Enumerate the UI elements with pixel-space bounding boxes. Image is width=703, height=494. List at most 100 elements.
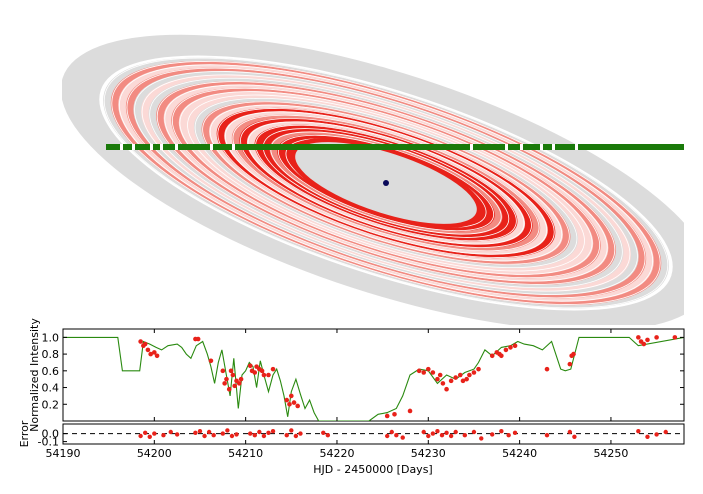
residual-point bbox=[147, 434, 152, 439]
y-tick-label: 1.0 bbox=[42, 331, 60, 344]
data-point bbox=[444, 386, 449, 392]
residual-point bbox=[400, 435, 405, 440]
track-gap bbox=[505, 144, 508, 150]
data-point bbox=[476, 366, 481, 372]
residual-point bbox=[202, 433, 207, 439]
data-point bbox=[145, 347, 151, 353]
track-gap bbox=[470, 144, 473, 150]
data-point bbox=[247, 363, 253, 369]
residual-point bbox=[636, 429, 641, 434]
residual-point bbox=[261, 433, 267, 439]
data-point bbox=[425, 366, 431, 372]
residual-point bbox=[544, 433, 550, 438]
data-point bbox=[437, 372, 443, 378]
x-axis-ticks: 54190 54200 54210 54220 54230 54240 54250 bbox=[46, 329, 628, 460]
ring-separator bbox=[179, 91, 593, 275]
data-point bbox=[544, 366, 550, 372]
data-point bbox=[236, 381, 242, 386]
data-point bbox=[289, 393, 294, 399]
ring-separator bbox=[194, 97, 578, 269]
ring-separator bbox=[232, 114, 540, 252]
data-points bbox=[138, 335, 678, 419]
y-tick-label: 0.2 bbox=[42, 398, 60, 411]
data-point bbox=[224, 376, 229, 382]
ring-separator bbox=[164, 84, 608, 282]
data-point bbox=[148, 351, 153, 357]
residual-point bbox=[325, 433, 331, 438]
data-point bbox=[672, 335, 678, 340]
residual-point bbox=[453, 429, 458, 435]
data-point bbox=[489, 353, 495, 359]
x-tick-label: 54200 bbox=[137, 447, 172, 460]
residual-point bbox=[490, 432, 495, 437]
x-tick-label: 54250 bbox=[593, 447, 628, 460]
ring-separator bbox=[126, 67, 646, 299]
data-point bbox=[392, 412, 397, 417]
data-point bbox=[287, 401, 292, 407]
track-gap bbox=[160, 144, 163, 150]
ring-separator bbox=[187, 94, 585, 272]
data-point bbox=[641, 341, 647, 347]
data-point bbox=[152, 350, 157, 355]
data-point bbox=[503, 347, 509, 353]
ring-separator bbox=[118, 64, 654, 302]
data-point bbox=[261, 372, 267, 378]
residual-point bbox=[142, 430, 148, 435]
data-point bbox=[460, 378, 466, 384]
data-point bbox=[407, 408, 413, 414]
data-point bbox=[464, 376, 469, 382]
data-point bbox=[416, 368, 422, 374]
data-point bbox=[138, 339, 143, 344]
residual-point bbox=[645, 434, 650, 439]
x-tick-label: 54190 bbox=[46, 447, 81, 460]
data-point bbox=[228, 368, 234, 374]
x-tick-label: 54210 bbox=[228, 447, 263, 460]
light-curve-y-ticks: 1.0 0.8 0.6 0.4 0.2 bbox=[42, 331, 684, 411]
ring-separator bbox=[171, 87, 601, 279]
track-gap bbox=[120, 144, 123, 150]
data-point bbox=[220, 368, 226, 374]
data-point bbox=[284, 397, 290, 403]
residual-point bbox=[248, 431, 253, 436]
light-curve-frame bbox=[62, 328, 685, 422]
residual-point bbox=[174, 432, 180, 437]
residual-point bbox=[289, 428, 294, 433]
residual-point bbox=[663, 429, 668, 435]
residual-point bbox=[499, 429, 504, 434]
ring-separator bbox=[247, 121, 525, 245]
residual-point bbox=[266, 430, 271, 435]
residual-points bbox=[138, 428, 668, 441]
residual-point bbox=[462, 433, 468, 438]
residual-point bbox=[421, 429, 426, 435]
residual-y-label: Error bbox=[18, 420, 31, 447]
data-point bbox=[457, 372, 463, 378]
track-gap bbox=[575, 144, 578, 150]
residual-point bbox=[439, 433, 445, 438]
data-point bbox=[448, 378, 454, 384]
data-point bbox=[259, 368, 265, 374]
residual-point bbox=[448, 433, 454, 439]
data-point bbox=[567, 361, 573, 367]
star-track-gaps bbox=[120, 144, 578, 150]
y-tick-label: 0.8 bbox=[42, 348, 60, 361]
data-point bbox=[453, 375, 458, 380]
ring-separator bbox=[141, 74, 631, 292]
track-gap bbox=[552, 144, 555, 150]
residual-point bbox=[298, 431, 303, 436]
residual-point bbox=[471, 429, 477, 435]
residual-point bbox=[321, 430, 326, 435]
track-gap bbox=[175, 144, 178, 150]
ring-separator bbox=[103, 57, 669, 309]
track-gap bbox=[132, 144, 135, 150]
y-tick-label: 0.0 bbox=[42, 428, 60, 441]
data-point bbox=[435, 376, 440, 382]
y-tick-label: 0.6 bbox=[42, 365, 60, 378]
residual-point bbox=[394, 433, 399, 438]
track-gap bbox=[540, 144, 543, 150]
data-point bbox=[467, 372, 472, 378]
residual-point bbox=[654, 432, 659, 437]
residual-point bbox=[193, 430, 198, 435]
ring-system-diagram bbox=[62, 34, 684, 325]
data-point bbox=[384, 413, 390, 419]
residual-point bbox=[220, 431, 226, 436]
